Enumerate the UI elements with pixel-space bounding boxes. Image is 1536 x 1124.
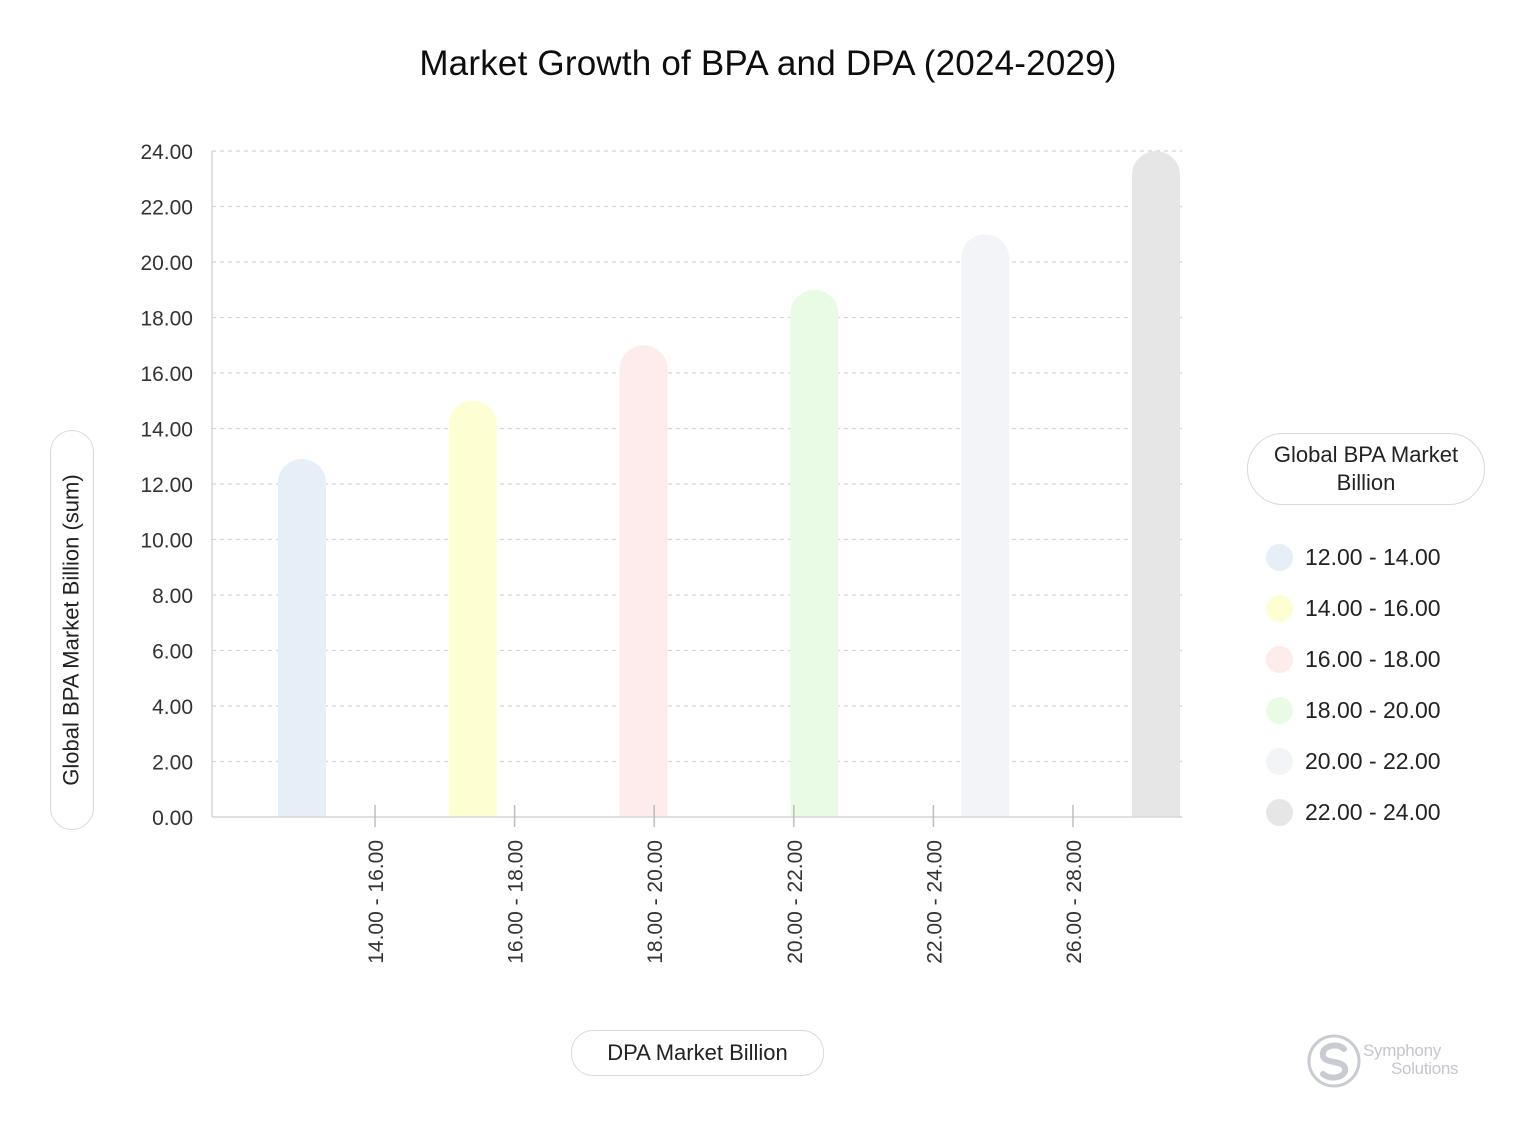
x-tick-label: 16.00 - 18.00 bbox=[505, 840, 528, 964]
y-tick-label: 10.00 bbox=[140, 530, 193, 553]
bar bbox=[448, 400, 497, 817]
legend-label: 16.00 - 18.00 bbox=[1305, 646, 1441, 672]
legend-item: 18.00 - 20.00 bbox=[1266, 685, 1441, 736]
x-tick-label: 26.00 - 28.00 bbox=[1063, 840, 1086, 964]
y-tick-label: 0.00 bbox=[152, 807, 193, 830]
legend-title: Global BPA Market Billion bbox=[1247, 433, 1485, 505]
symphony-logo: Symphony Solutions bbox=[1307, 1034, 1487, 1090]
x-tick-label: 20.00 - 22.00 bbox=[784, 840, 807, 964]
legend-item: 12.00 - 14.00 bbox=[1266, 532, 1441, 583]
x-tick-label: 18.00 - 20.00 bbox=[644, 840, 667, 964]
legend-swatch bbox=[1266, 799, 1293, 826]
y-tick-label: 14.00 bbox=[140, 419, 193, 442]
y-tick-label: 16.00 bbox=[140, 363, 193, 386]
legend-label: 18.00 - 20.00 bbox=[1305, 697, 1441, 723]
y-tick-label: 2.00 bbox=[152, 752, 193, 775]
y-axis-label: Global BPA Market Billion (sum) bbox=[50, 430, 94, 830]
symphony-logo-icon bbox=[1307, 1034, 1361, 1088]
legend-label: 20.00 - 22.00 bbox=[1305, 748, 1441, 774]
legend-item: 14.00 - 16.00 bbox=[1266, 583, 1441, 634]
symphony-logo-text: Symphony Solutions bbox=[1363, 1041, 1459, 1078]
y-tick-label: 6.00 bbox=[152, 641, 193, 664]
x-tick-label: 14.00 - 16.00 bbox=[365, 840, 388, 964]
legend-swatch bbox=[1266, 748, 1293, 775]
bar bbox=[1132, 151, 1180, 817]
y-tick-label: 8.00 bbox=[152, 585, 193, 608]
y-tick-label: 4.00 bbox=[152, 696, 193, 719]
x-axis-label: DPA Market Billion bbox=[571, 1030, 824, 1076]
legend-label: 22.00 - 24.00 bbox=[1305, 799, 1441, 825]
legend-item: 16.00 - 18.00 bbox=[1266, 634, 1441, 685]
legend-swatch bbox=[1266, 697, 1293, 724]
bar bbox=[961, 234, 1010, 817]
legend-item: 20.00 - 22.00 bbox=[1266, 736, 1441, 787]
symphony-logo-line2: Solutions bbox=[1391, 1059, 1459, 1078]
y-tick-label: 22.00 bbox=[140, 197, 193, 220]
x-tick-label: 22.00 - 24.00 bbox=[923, 840, 946, 964]
legend-label: 14.00 - 16.00 bbox=[1305, 595, 1441, 621]
bar bbox=[790, 289, 839, 817]
legend-swatch bbox=[1266, 646, 1293, 673]
chart-title: Market Growth of BPA and DPA (2024-2029) bbox=[419, 44, 1117, 83]
y-tick-label: 24.00 bbox=[140, 141, 193, 164]
bar bbox=[619, 345, 668, 817]
legend-label: 12.00 - 14.00 bbox=[1305, 544, 1441, 570]
symphony-logo-line1: Symphony bbox=[1363, 1041, 1441, 1060]
y-axis-label-text: Global BPA Market Billion (sum) bbox=[59, 474, 84, 786]
y-tick-label: 18.00 bbox=[140, 308, 193, 331]
legend-item: 22.00 - 24.00 bbox=[1266, 787, 1441, 838]
legend-swatch bbox=[1266, 595, 1293, 622]
y-tick-label: 12.00 bbox=[140, 474, 193, 497]
legend: 12.00 - 14.00 14.00 - 16.00 16.00 - 18.0… bbox=[1266, 532, 1441, 838]
y-tick-label: 20.00 bbox=[140, 252, 193, 275]
legend-swatch bbox=[1266, 544, 1293, 571]
bar bbox=[278, 459, 326, 817]
